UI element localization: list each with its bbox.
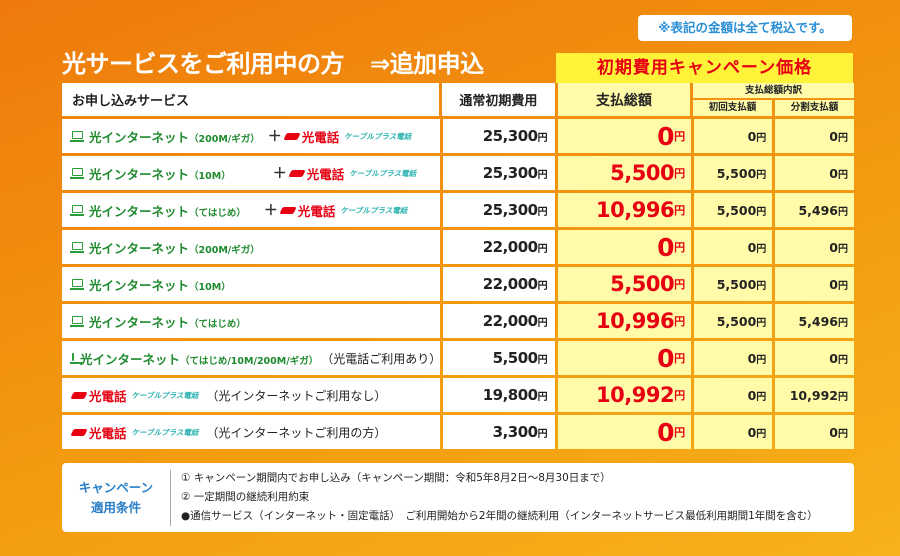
cable-plus-logo: ケーブルプラス電話 xyxy=(131,427,199,437)
pc-icon xyxy=(70,316,84,327)
first-payment-cell: 5,500 円 xyxy=(693,193,773,227)
normal-fee-cell: 3,300 円 xyxy=(442,415,556,449)
table-header-row: お申し込みサービス 通常初期費用 支払総額 支払総額内訳 初回支払額 分割支払額 xyxy=(62,83,854,116)
title-sub: ⇒追加申込 xyxy=(370,50,484,78)
title-main: 光サービスをご利用中の方 xyxy=(62,50,345,78)
total-cell: 5,500 円 xyxy=(558,267,691,301)
installment-cell: 10,992 円 xyxy=(775,378,854,412)
table-row: 光インターネット（てはじめ/10M/200M/ギガ） （光電話ご利用あり） 5,5… xyxy=(62,341,854,375)
pc-icon xyxy=(70,279,84,290)
table-row: 光インターネット（てはじめ） ＋光電話 ケーブルプラス電話 25,300 円 10,… xyxy=(62,193,854,227)
phone-wave-icon xyxy=(283,132,301,140)
normal-fee-cell: 25,300 円 xyxy=(442,156,556,190)
normal-fee-cell: 22,000 円 xyxy=(442,304,556,338)
header-first-payment: 初回支払額 xyxy=(693,100,772,116)
total-cell: 10,992 円 xyxy=(558,378,691,412)
service-cell: 光インターネット（てはじめ） ＋光電話 ケーブルプラス電話 xyxy=(62,193,440,227)
normal-fee-cell: 19,800 円 xyxy=(442,378,556,412)
table-row: 光インターネット（てはじめ） 22,000 円 10,996 円 5,500 円 5,… xyxy=(62,304,854,338)
normal-fee-cell: 22,000 円 xyxy=(442,267,556,301)
campaign-conditions: キャンペーン 適用条件 ① キャンペーン期間内でお申し込み（キャンペーン期間：令… xyxy=(62,463,854,532)
service-cell: 光電話 ケーブルプラス電話 （光インターネットご利用の方） xyxy=(62,415,440,449)
condition-item: ① キャンペーン期間内でお申し込み（キャンペーン期間：令和5年8月2日～8月30… xyxy=(181,472,611,484)
header-normal-fee: 通常初期費用 xyxy=(442,83,555,116)
service-cell: 光電話 ケーブルプラス電話 （光インターネットご利用なし） xyxy=(62,378,440,412)
condition-item: ② 一定期間の継続利用約束 xyxy=(181,491,310,503)
page-title: 光サービスをご利用中の方 ⇒追加申込 xyxy=(62,44,484,79)
header-breakdown-title: 支払総額内訳 xyxy=(693,83,854,98)
total-cell: 10,996 円 xyxy=(558,304,691,338)
header-installment: 分割支払額 xyxy=(775,100,854,116)
table-row: 光インターネット（10M） ＋光電話 ケーブルプラス電話 25,300 円 5,50… xyxy=(62,156,854,190)
service-cell: 光インターネット（200M/ギガ） ＋光電話 ケーブルプラス電話 xyxy=(62,119,440,153)
pc-icon xyxy=(70,168,84,179)
total-cell: 5,500 円 xyxy=(558,156,691,190)
pc-icon xyxy=(70,205,84,216)
phone-wave-icon xyxy=(279,206,297,214)
phone-wave-icon xyxy=(288,169,306,177)
conditions-divider xyxy=(170,469,171,526)
service-cell: 光インターネット（10M） xyxy=(62,267,440,301)
normal-fee-cell: 25,300 円 xyxy=(442,193,556,227)
pc-icon xyxy=(70,242,84,253)
service-cell: 光インターネット（てはじめ） xyxy=(62,304,440,338)
conditions-label: キャンペーン 適用条件 xyxy=(78,479,154,515)
first-payment-cell: 5,500 円 xyxy=(693,267,773,301)
normal-fee-cell: 22,000 円 xyxy=(442,230,556,264)
cable-plus-logo: ケーブルプラス電話 xyxy=(340,205,408,215)
first-payment-cell: 5,500 円 xyxy=(693,156,773,190)
cable-plus-logo: ケーブルプラス電話 xyxy=(131,390,199,400)
table-row: 光電話 ケーブルプラス電話 （光インターネットご利用なし） 19,800 円 10,9… xyxy=(62,378,854,412)
total-cell: 10,996 円 xyxy=(558,193,691,227)
installment-cell: 5,496 円 xyxy=(775,304,854,338)
service-cell: 光インターネット（10M） ＋光電話 ケーブルプラス電話 xyxy=(62,156,440,190)
service-cell: 光インターネット（てはじめ/10M/200M/ギガ） （光電話ご利用あり） xyxy=(62,341,440,375)
service-cell: 光インターネット（200M/ギガ） xyxy=(62,230,440,264)
header-total: 支払総額 xyxy=(557,83,690,116)
pc-icon xyxy=(70,131,84,142)
phone-wave-icon xyxy=(70,391,88,399)
price-table: お申し込みサービス 通常初期費用 支払総額 支払総額内訳 初回支払額 分割支払額… xyxy=(62,83,854,452)
header-service: お申し込みサービス xyxy=(62,83,440,116)
normal-fee-cell: 25,300 円 xyxy=(442,119,556,153)
cable-plus-logo: ケーブルプラス電話 xyxy=(344,131,412,141)
tax-note-badge: ※表記の金額は全て税込です。 xyxy=(638,15,852,41)
conditions-list: ① キャンペーン期間内でお申し込み（キャンペーン期間：令和5年8月2日～8月30… xyxy=(181,469,818,526)
campaign-price-header: 初期費用キャンペーン価格 xyxy=(556,53,853,83)
cable-plus-logo: ケーブルプラス電話 xyxy=(349,168,417,178)
header-breakdown: 支払総額内訳 初回支払額 分割支払額 xyxy=(693,83,854,116)
condition-item: ●通信サービス（インターネット・固定電話） ご利用開始から2年間の継続利用（イン… xyxy=(181,510,818,522)
normal-fee-cell: 5,500 円 xyxy=(442,341,556,375)
installment-cell: 5,496 円 xyxy=(775,193,854,227)
first-payment-cell: 5,500 円 xyxy=(693,304,773,338)
pc-icon xyxy=(70,353,84,364)
table-row: 光インターネット（200M/ギガ） ＋光電話 ケーブルプラス電話 25,300 円 … xyxy=(62,119,854,153)
phone-wave-icon xyxy=(70,428,88,436)
